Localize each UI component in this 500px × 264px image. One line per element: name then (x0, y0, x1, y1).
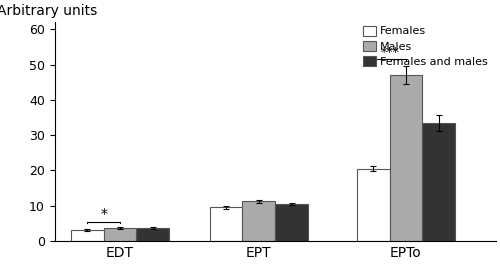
Bar (104, 228, 136, 241)
Legend: Females, Males, Females and males: Females, Males, Females and males (360, 23, 490, 69)
Bar (422, 123, 455, 241)
Text: *: * (100, 207, 107, 221)
Text: Arbitrary units: Arbitrary units (0, 4, 98, 18)
Bar (390, 75, 422, 241)
Bar (275, 204, 308, 241)
Bar (210, 208, 242, 241)
Text: ***: *** (380, 46, 399, 59)
Bar (136, 228, 169, 241)
Bar (71, 230, 104, 241)
Bar (357, 169, 390, 241)
Bar (242, 201, 275, 241)
